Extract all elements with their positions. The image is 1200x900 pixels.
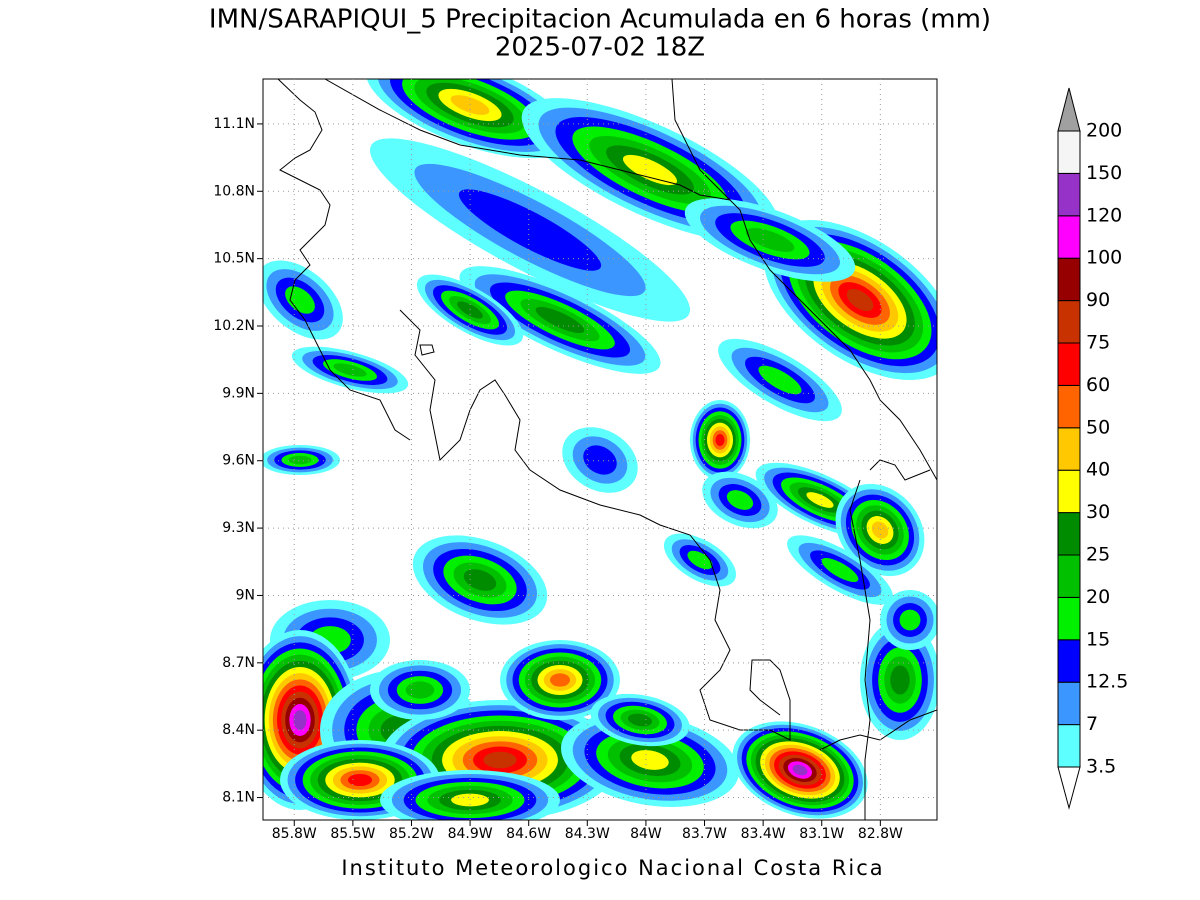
coastline — [419, 344, 435, 356]
colorbar-label: 25 — [1086, 544, 1110, 566]
subtitle: 2025-07-02 18Z — [495, 33, 705, 63]
y-tick-label: 10.5N — [213, 251, 255, 267]
colorbar-box — [1057, 724, 1081, 768]
precip-contour — [347, 773, 373, 787]
x-tick-label: 84.3W — [565, 826, 610, 842]
colorbar-label: 75 — [1086, 332, 1110, 354]
colorbar-label: 12.5 — [1086, 671, 1128, 693]
colorbar-box — [1057, 384, 1081, 429]
title: IMN/SARAPIQUI_5 Precipitacion Acumulada … — [209, 5, 991, 35]
colorbar-box — [1057, 554, 1081, 598]
precip-contour — [458, 189, 602, 271]
x-tick-label: 85.2W — [389, 826, 434, 842]
precip-contour — [871, 521, 889, 539]
y-tick-label: 9.3N — [222, 520, 255, 536]
colorbar-box — [1057, 172, 1081, 217]
y-tick-label: 9.9N — [222, 385, 255, 401]
colorbar-box — [1057, 469, 1081, 514]
precip-contour — [628, 713, 652, 727]
precip-contour — [333, 363, 367, 377]
x-tick-label: 82.8W — [858, 826, 903, 842]
y-tick-label: 8.4N — [222, 722, 255, 738]
precip-contour — [293, 710, 307, 730]
precip-contour — [890, 665, 910, 695]
precip-contour — [405, 681, 435, 699]
precip-contour — [806, 492, 834, 508]
credit: Instituto Meteorologico Nacional Costa R… — [341, 856, 884, 880]
colorbar-label: 60 — [1086, 374, 1110, 396]
colorbar-box — [1057, 215, 1081, 259]
colorbar-under — [1057, 766, 1081, 810]
precip-contour — [288, 455, 312, 465]
precip-contour — [715, 433, 725, 447]
colorbar-label: 15 — [1086, 628, 1110, 650]
x-tick-label: 84.9W — [448, 826, 493, 842]
x-tick-label: 85.5W — [330, 826, 375, 842]
colorbar-label: 100 — [1086, 247, 1122, 269]
border — [324, 79, 731, 201]
colorbar-label: 50 — [1086, 416, 1110, 438]
y-tick-label: 10.8N — [213, 183, 255, 199]
precip-contour — [758, 365, 802, 395]
precipitation-field — [263, 79, 937, 820]
precip-contour — [821, 557, 859, 583]
y-tick-label: 9.6N — [222, 453, 255, 469]
precip-contour — [583, 445, 617, 475]
colorbar-over — [1057, 87, 1081, 132]
precip-contour — [792, 764, 808, 776]
x-tick-label: 83.1W — [799, 826, 844, 842]
colorbar-box — [1057, 257, 1081, 302]
colorbar-box — [1057, 342, 1081, 386]
colorbar-box — [1057, 639, 1081, 683]
colorbar-box — [1057, 681, 1081, 726]
colorbar-label: 120 — [1086, 204, 1122, 226]
precip-contour — [745, 228, 795, 252]
colorbar-box — [1057, 300, 1081, 344]
y-tick-label: 10.2N — [213, 318, 255, 334]
precip-contour — [550, 673, 570, 687]
map-frame — [262, 78, 938, 821]
y-tick-label: 11.1N — [213, 116, 255, 132]
coastline — [399, 309, 791, 741]
colorbar-box — [1057, 512, 1081, 556]
precip-contour — [535, 306, 585, 334]
coastline — [277, 79, 411, 441]
precip-contour — [631, 750, 669, 770]
precip-contour — [285, 286, 315, 314]
precip-contour — [726, 490, 754, 510]
x-tick-label: 83.7W — [682, 826, 727, 842]
x-tick-label: 85.8W — [272, 826, 317, 842]
precip-contour — [622, 154, 678, 186]
colorbar-label: 30 — [1086, 501, 1110, 523]
precip-contour — [463, 569, 497, 591]
precip-contour — [451, 793, 489, 807]
colorbar-label: 40 — [1086, 459, 1110, 481]
border — [849, 459, 931, 820]
precip-contour — [899, 609, 921, 631]
colorbar-label: 200 — [1086, 120, 1122, 142]
colorbar-label: 150 — [1086, 162, 1122, 184]
y-tick-label: 8.7N — [222, 655, 255, 671]
colorbar-label: 3.5 — [1086, 756, 1116, 778]
colorbar-label: 90 — [1086, 289, 1110, 311]
y-tick-label: 8.1N — [222, 790, 255, 806]
x-tick-label: 83.4W — [741, 826, 786, 842]
coastlines — [277, 79, 937, 820]
precip-contour — [483, 751, 517, 769]
x-tick-label: 84W — [630, 826, 662, 842]
colorbar-label: 7 — [1086, 713, 1098, 735]
y-tick-label: 9N — [236, 587, 255, 603]
coastline — [671, 79, 937, 481]
coastline — [819, 709, 937, 751]
colorbar-box — [1057, 596, 1081, 641]
precip-contour — [846, 288, 874, 312]
colorbar-box — [1057, 427, 1081, 471]
colorbar-box — [1057, 130, 1081, 174]
colorbar-label: 20 — [1086, 586, 1110, 608]
x-tick-label: 84.6W — [506, 826, 551, 842]
precip-contour — [687, 550, 713, 570]
